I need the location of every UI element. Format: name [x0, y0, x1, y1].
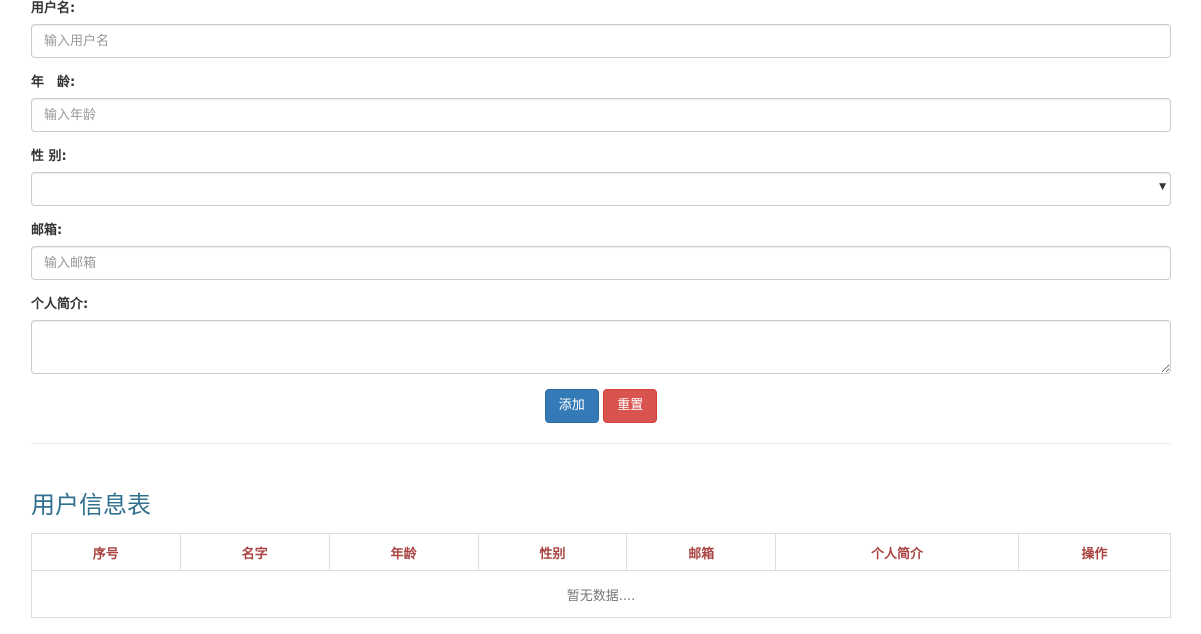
- table-header-row: 序号 名字 年龄 性别 邮箱 个人简介 操作: [31, 533, 1171, 571]
- page-container: 用户名: 年 龄: 性 别: ▼ 邮箱: 个人简介: 添加 重置 用户信息表 序…: [31, 0, 1171, 618]
- column-header-name: 名字: [179, 533, 330, 571]
- column-header-gender: 性别: [477, 533, 628, 571]
- email-input[interactable]: [31, 246, 1171, 280]
- add-button[interactable]: 添加: [544, 389, 599, 423]
- bio-group: 个人简介:: [31, 296, 1171, 374]
- column-header-bio: 个人简介: [775, 533, 1020, 571]
- table-title: 用户信息表: [31, 491, 151, 519]
- empty-message: 暂无数据....: [31, 570, 1171, 618]
- email-label: 邮箱:: [31, 223, 63, 238]
- username-group: 用户名:: [31, 0, 1171, 58]
- gender-label: 性 别:: [31, 149, 67, 164]
- empty-row: 暂无数据....: [31, 570, 1171, 618]
- form-actions: 添加 重置: [31, 389, 1171, 423]
- bio-label: 个人简介:: [31, 297, 89, 312]
- column-header-age: 年龄: [328, 533, 479, 571]
- gender-group: 性 别: ▼: [31, 148, 1171, 206]
- username-input[interactable]: [31, 24, 1171, 58]
- email-group: 邮箱:: [31, 222, 1171, 280]
- gender-select[interactable]: [31, 172, 1171, 206]
- bio-textarea[interactable]: [31, 320, 1171, 374]
- age-group: 年 龄:: [31, 74, 1171, 132]
- username-label: 用户名:: [31, 1, 76, 16]
- column-header-email: 邮箱: [626, 533, 777, 571]
- age-label: 年 龄:: [31, 75, 76, 90]
- reset-button[interactable]: 重置: [603, 389, 658, 423]
- column-header-index: 序号: [31, 533, 181, 571]
- section-divider: [31, 443, 1171, 444]
- age-input[interactable]: [31, 98, 1171, 132]
- column-header-actions: 操作: [1018, 533, 1171, 571]
- gender-select-wrapper: ▼: [31, 172, 1171, 206]
- user-info-table: 序号 名字 年龄 性别 邮箱 个人简介 操作 暂无数据....: [31, 533, 1171, 618]
